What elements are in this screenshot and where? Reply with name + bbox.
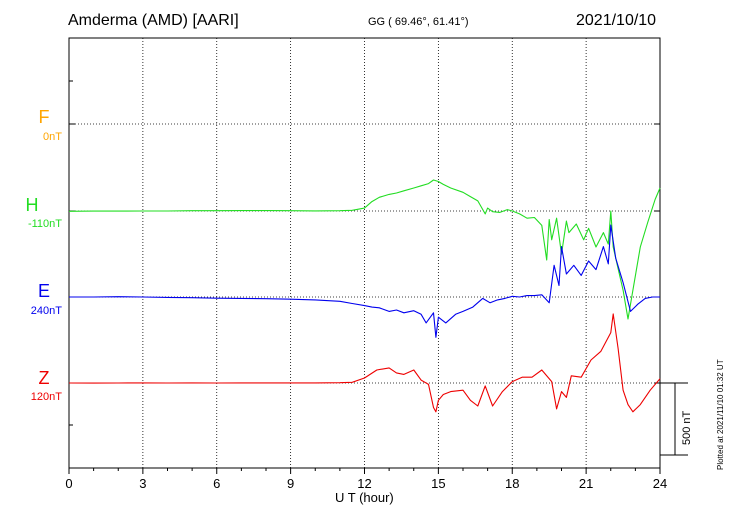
- x-tick-label: 18: [505, 476, 519, 491]
- channel-z-baseline: 120nT: [30, 391, 62, 403]
- x-tick-label: 21: [579, 476, 593, 491]
- x-tick-label: 15: [431, 476, 445, 491]
- x-tick-label: 0: [65, 476, 72, 491]
- channel-f-baseline: 0nT: [43, 131, 62, 143]
- scale-bar-label: 500 nT: [681, 410, 693, 445]
- x-tick-label: 24: [653, 476, 667, 491]
- channel-z-label: Z: [38, 368, 50, 388]
- plot-frame: [68, 37, 661, 469]
- plotted-timestamp: Plotted at 2021/11/10 01:32 UT: [716, 359, 725, 470]
- x-tick-label: 9: [287, 476, 294, 491]
- station-title: Amderma (AMD) [AARI]: [68, 12, 239, 29]
- date-label: 2021/10/10: [576, 12, 657, 29]
- x-tick-label: 6: [213, 476, 220, 491]
- coordinates-label: GG ( 69.46°, 61.41°): [368, 16, 469, 28]
- channel-f-label: F: [38, 107, 50, 127]
- channel-e-label: E: [37, 281, 50, 301]
- series-line-e: [69, 224, 660, 338]
- channel-e-baseline: 240nT: [30, 305, 62, 317]
- series-line-z: [68, 313, 661, 413]
- series-line-h: [68, 179, 661, 320]
- x-tick-label: 3: [139, 476, 146, 491]
- channel-h-label: H: [25, 195, 39, 215]
- x-tick-label: 12: [357, 476, 371, 491]
- x-axis-label: U T (hour): [335, 490, 394, 505]
- channel-h-baseline: -110nT: [27, 218, 62, 230]
